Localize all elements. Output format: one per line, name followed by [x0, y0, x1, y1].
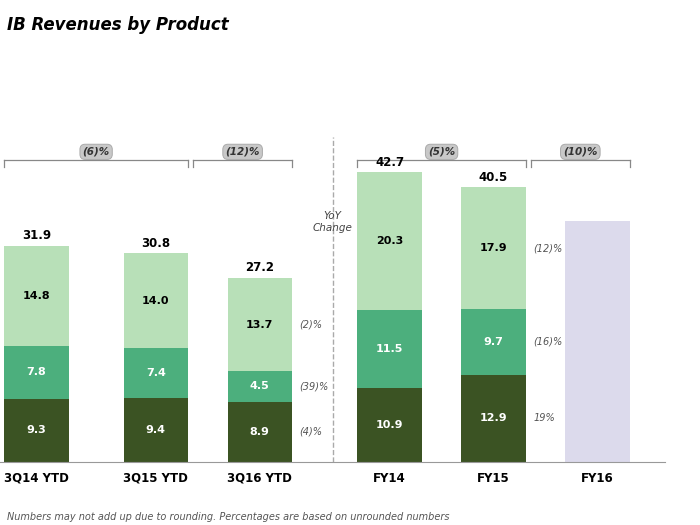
Bar	[358, 388, 422, 462]
Text: (12)%: (12)%	[225, 147, 260, 157]
Text: Numbers may not add up due to rounding. Percentages are based on unrounded numbe: Numbers may not add up due to rounding. …	[7, 512, 449, 522]
Text: 13.7: 13.7	[246, 320, 274, 330]
Text: 11.5: 11.5	[376, 344, 403, 354]
Text: (6)%: (6)%	[83, 147, 110, 157]
Bar	[461, 309, 526, 374]
Text: (4)%: (4)%	[300, 427, 322, 437]
Text: 12.9: 12.9	[480, 413, 508, 423]
Text: 8.9: 8.9	[250, 427, 270, 437]
Text: (39)%: (39)%	[300, 381, 328, 392]
Bar	[358, 310, 422, 388]
Bar	[4, 246, 69, 346]
Text: 42.7: 42.7	[375, 156, 404, 169]
Bar	[4, 346, 69, 399]
Text: 4.5: 4.5	[250, 381, 270, 392]
Text: 40.5: 40.5	[479, 171, 508, 184]
Bar	[565, 221, 630, 462]
Text: 31.9: 31.9	[22, 229, 51, 243]
Text: 7.4: 7.4	[146, 368, 166, 378]
Bar	[124, 398, 188, 462]
Text: 17.9: 17.9	[480, 243, 508, 253]
Text: (16)%: (16)%	[533, 337, 562, 347]
Text: (2)%: (2)%	[300, 320, 322, 330]
Text: 14.0: 14.0	[142, 296, 169, 306]
Text: IB Revenues by Product: IB Revenues by Product	[7, 16, 229, 34]
Text: 30.8: 30.8	[141, 237, 170, 250]
Text: 20.3: 20.3	[376, 236, 403, 246]
Text: (12)%: (12)%	[533, 243, 562, 253]
Bar	[4, 399, 69, 462]
Text: 9.4: 9.4	[146, 425, 166, 435]
Text: YoY
Change: YoY Change	[313, 211, 352, 233]
Text: (10)%: (10)%	[563, 147, 598, 157]
Text: 10.9: 10.9	[376, 420, 403, 430]
Bar	[461, 187, 526, 309]
Text: (5)%: (5)%	[428, 147, 455, 157]
Bar	[358, 172, 422, 310]
Bar	[228, 402, 292, 462]
Text: 14.8: 14.8	[22, 291, 50, 301]
Text: 9.7: 9.7	[484, 337, 503, 347]
Bar	[124, 253, 188, 348]
Bar	[228, 371, 292, 402]
Bar	[228, 278, 292, 371]
Text: 7.8: 7.8	[27, 368, 46, 377]
Bar	[124, 348, 188, 398]
Bar	[461, 374, 526, 462]
Text: 19%: 19%	[533, 413, 555, 423]
Text: 9.3: 9.3	[27, 425, 46, 435]
Text: 27.2: 27.2	[245, 261, 274, 274]
